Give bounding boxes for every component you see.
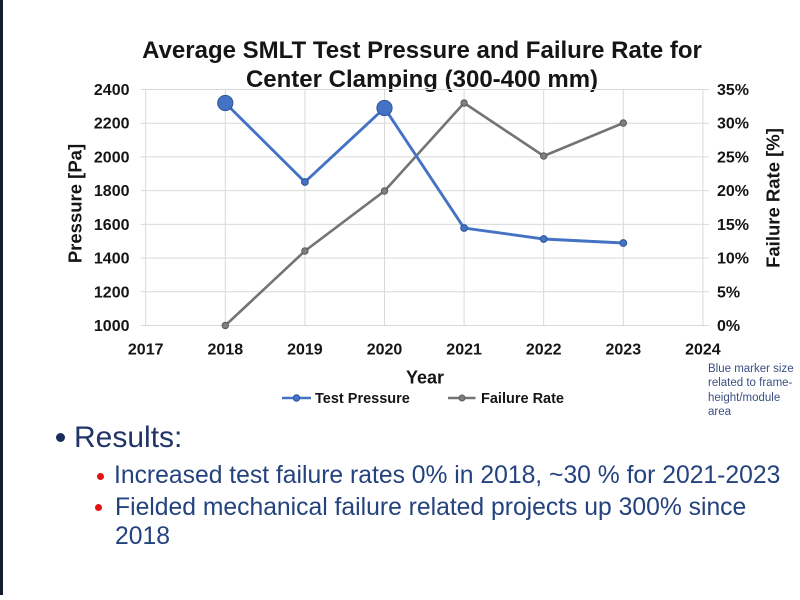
svg-text:30%: 30% bbox=[717, 116, 749, 133]
svg-text:2021: 2021 bbox=[446, 342, 482, 359]
svg-text:35%: 35% bbox=[717, 82, 749, 99]
svg-text:Pressure [Pa]: Pressure [Pa] bbox=[65, 144, 86, 263]
svg-text:0%: 0% bbox=[717, 318, 740, 335]
svg-text:Failure Rate [%]: Failure Rate [%] bbox=[763, 128, 784, 268]
svg-text:2017: 2017 bbox=[128, 342, 164, 359]
svg-text:1600: 1600 bbox=[94, 217, 130, 234]
svg-text:2000: 2000 bbox=[94, 149, 130, 166]
svg-text:2019: 2019 bbox=[287, 342, 323, 359]
svg-text:1200: 1200 bbox=[94, 284, 130, 301]
svg-text:10%: 10% bbox=[717, 251, 749, 268]
svg-text:Year: Year bbox=[406, 368, 444, 388]
svg-text:15%: 15% bbox=[717, 217, 749, 234]
svg-text:1000: 1000 bbox=[94, 318, 130, 335]
svg-text:Test Pressure: Test Pressure bbox=[315, 391, 410, 407]
svg-text:2400: 2400 bbox=[94, 82, 130, 99]
svg-text:2020: 2020 bbox=[367, 342, 403, 359]
svg-text:2200: 2200 bbox=[94, 116, 130, 133]
svg-text:25%: 25% bbox=[717, 149, 749, 166]
svg-text:2024: 2024 bbox=[685, 342, 721, 359]
svg-text:2022: 2022 bbox=[526, 342, 562, 359]
svg-text:20%: 20% bbox=[717, 183, 749, 200]
svg-text:2018: 2018 bbox=[208, 342, 244, 359]
svg-text:5%: 5% bbox=[717, 284, 740, 301]
svg-text:1400: 1400 bbox=[94, 251, 130, 268]
svg-text:Failure Rate: Failure Rate bbox=[481, 391, 564, 407]
svg-text:1800: 1800 bbox=[94, 183, 130, 200]
svg-text:2023: 2023 bbox=[606, 342, 642, 359]
